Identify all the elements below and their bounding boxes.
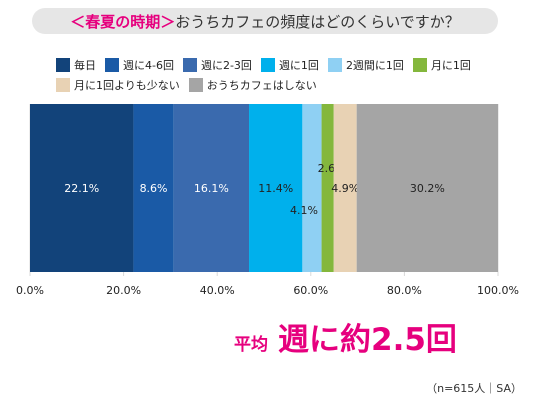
legend-swatch: [105, 58, 119, 72]
legend-label: 週に2-3回: [200, 59, 252, 72]
legend-label: 月に1回: [430, 59, 471, 72]
bar-segment: [321, 104, 334, 272]
legend: 毎日 週に4-6回 週に2-3回 週に1回 2週間に1回 月に1回月に1回よりも少ない おう…: [56, 58, 486, 92]
legend-swatch: [188, 78, 203, 92]
bar-segment: [133, 104, 174, 272]
data-label: 8.6%: [140, 182, 168, 195]
legend-swatch: [412, 58, 427, 72]
legend-item: 月に1回: [412, 58, 471, 72]
legend-item: 毎日: [56, 58, 96, 72]
x-tick-label: 80.0%: [387, 284, 422, 297]
legend-item: 月に1回よりも少ない: [56, 78, 180, 92]
legend-label: 週に4-6回: [123, 59, 174, 72]
title-question: おうちカフェの頻度はどのくらいですか？: [175, 12, 460, 31]
bar-segment: [249, 104, 303, 272]
legend-label: 2週間に1回: [345, 59, 404, 72]
legend-label: 月に1回よりも少ない: [74, 79, 180, 92]
legend-swatch: [327, 58, 342, 72]
bar-segment: [356, 104, 498, 272]
legend-item: 週に2-3回: [182, 58, 252, 72]
x-tick-label: 20.0%: [106, 284, 141, 297]
bar-segment: [173, 104, 250, 272]
x-tick-label: 100.0%: [477, 284, 519, 297]
stacked-bar-chart: 0.0% 20.0% 40.0% 60.0% 80.0% 100.0% 22.1% 8.6% 1…: [16, 104, 519, 297]
data-label: 16.1%: [194, 182, 229, 195]
bar-segment: [333, 104, 357, 272]
data-label: 11.4%: [258, 182, 293, 195]
x-tick-label: 0.0%: [16, 284, 44, 297]
bar-segment: [30, 104, 134, 272]
x-tick-label: 60.0%: [293, 284, 328, 297]
data-label: 4.9%: [331, 182, 359, 195]
legend-item: 週に1回: [260, 58, 319, 72]
legend-item: 週に4-6回: [105, 58, 174, 72]
bar-segment: [302, 104, 322, 272]
data-label: 22.1%: [64, 182, 99, 195]
legend-item: 2週間に1回: [327, 58, 404, 72]
legend-swatch: [182, 58, 197, 72]
x-tick-label: 40.0%: [200, 284, 235, 297]
average-label: 平均: [234, 335, 268, 355]
legend-swatch: [56, 58, 70, 72]
sample-note: （n=615人｜SA）: [426, 382, 522, 395]
average-callout: 平均 週に約2.5回: [234, 314, 457, 359]
legend-swatch: [56, 78, 70, 92]
chart-title: ＜春夏の時期＞ おうちカフェの頻度はどのくらいですか？: [32, 8, 498, 34]
title-period: ＜春夏の時期＞: [70, 12, 176, 31]
average-value: 週に約2.5回: [278, 322, 457, 358]
legend-label: おうちカフェはしない: [206, 79, 317, 92]
data-label: 4.1%: [290, 204, 318, 217]
legend-item: おうちカフェはしない: [188, 78, 317, 92]
data-label: 30.2%: [410, 182, 445, 195]
legend-swatch: [260, 58, 275, 72]
legend-label: 毎日: [74, 59, 96, 72]
legend-label: 週に1回: [278, 59, 319, 72]
